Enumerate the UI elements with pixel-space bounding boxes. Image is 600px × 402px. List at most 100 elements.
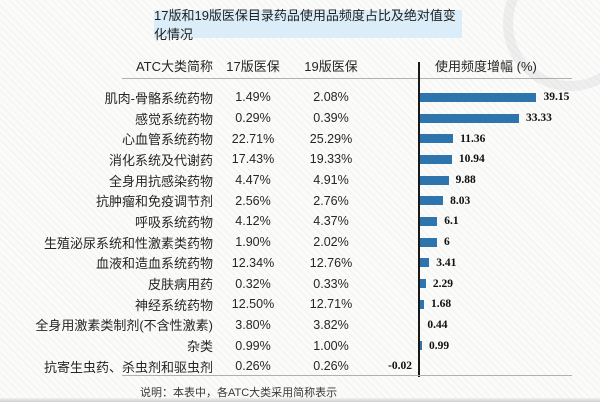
table-row: 血液和造血系统药物 12.34% 12.76% 3.41 — [0, 253, 600, 274]
table-body: 肌肉-骨骼系统药物 1.49% 2.08% 39.15 感觉系统药物 0.29% 0.39%… — [0, 87, 600, 377]
atc-category-label: 消化系统及代谢药 — [108, 152, 213, 168]
v19-value: 0.39% — [313, 111, 349, 126]
table-header-row: ATC大类简称 17版医保 19版医保 使用频度增幅 (%) — [0, 55, 600, 75]
v19-value: 12.76% — [309, 255, 353, 270]
bar-cell: 6 — [419, 232, 600, 253]
v19-value: 0.33% — [313, 276, 349, 291]
chart-title: 17版和19版医保目录药品使用品频度占比及绝对值变化情况 — [154, 8, 456, 42]
growth-bar — [419, 341, 422, 351]
v17-value: 17.43% — [231, 152, 275, 167]
v19-value: 19.33% — [309, 152, 353, 167]
bar-value-label: 10.94 — [458, 153, 485, 166]
v17-value: 3.80% — [235, 317, 271, 332]
bar-cell: 0.99 — [419, 335, 600, 356]
table-row: 肌肉-骨骼系统药物 1.49% 2.08% 39.15 — [0, 87, 600, 108]
atc-category-label: 血液和造血系统药物 — [95, 256, 213, 272]
v19-value: 2.08% — [313, 90, 349, 105]
v17-value: 22.71% — [231, 131, 275, 146]
bar-cell: 8.03 — [419, 190, 600, 211]
atc-category-label: 神经系统药物 — [134, 297, 213, 313]
v17-value: 12.34% — [231, 255, 275, 270]
growth-bar — [419, 299, 425, 309]
bar-cell: 3.41 — [419, 253, 600, 274]
v17-value: 2.56% — [235, 193, 271, 208]
table-row: 消化系统及代谢药 17.43% 19.33% 10.94 — [0, 149, 600, 170]
header-v17: 17版医保 — [226, 58, 280, 74]
atc-category-label: 肌肉-骨骼系统药物 — [104, 90, 213, 106]
table-row: 感觉系统药物 0.29% 0.39% 33.33 — [0, 108, 600, 129]
bar-value-label: 1.68 — [431, 298, 452, 311]
v19-value: 2.76% — [313, 193, 349, 208]
header-growth: 使用频度增幅 (%) — [435, 58, 537, 74]
bar-value-label: 6 — [444, 236, 450, 249]
v17-value: 1.49% — [235, 90, 271, 105]
bar-value-label: -0.02 — [388, 360, 412, 373]
bar-value-label: 39.15 — [543, 91, 570, 104]
atc-category-label: 抗寄生虫药、杀虫剂和驱虫剂 — [43, 359, 213, 375]
v19-value: 1.00% — [313, 338, 349, 353]
v17-value: 0.29% — [235, 111, 271, 126]
atc-category-label: 抗肿瘤和免疫调节剂 — [95, 194, 213, 210]
growth-bar — [419, 279, 426, 289]
watermark-stamp-icon — [503, 0, 600, 91]
bar-value-label: 11.36 — [460, 132, 486, 145]
growth-bar — [419, 196, 444, 206]
atc-category-label: 全身用抗感染药物 — [108, 173, 213, 189]
table-row: 抗肿瘤和免疫调节剂 2.56% 2.76% 8.03 — [0, 190, 600, 211]
v19-value: 4.91% — [313, 173, 349, 188]
header-v19: 19版医保 — [304, 58, 358, 74]
atc-category-label: 杂类 — [186, 339, 213, 355]
v19-value: 0.26% — [313, 359, 349, 374]
bar-value-label: 9.88 — [455, 174, 476, 187]
bar-cell: 11.36 — [419, 128, 600, 149]
table-row: 杂类 0.99% 1.00% 0.99 — [0, 335, 600, 356]
table-row: 抗寄生虫药、杀虫剂和驱虫剂 0.26% 0.26% -0.02 — [0, 356, 600, 377]
growth-bar — [419, 258, 430, 268]
atc-category-label: 生殖泌尿系统和性激素类药物 — [43, 235, 213, 251]
bar-cell: -0.02 — [388, 356, 600, 377]
footnote: 说明：本表中，各ATC大类采用简称表示 — [140, 387, 338, 399]
table-row: 全身用激素类制剂(不含性激素) 3.80% 3.82% 0.44 — [0, 315, 600, 336]
growth-bar — [419, 92, 537, 102]
table-row: 心血管系统药物 22.71% 25.29% 11.36 — [0, 128, 600, 149]
bar-value-label: 6.1 — [444, 215, 459, 228]
growth-bar — [419, 154, 452, 164]
bar-cell: 9.88 — [419, 170, 600, 191]
v17-value: 0.99% — [235, 338, 271, 353]
growth-bar — [419, 175, 449, 185]
table-bottom-divider-line — [122, 375, 572, 376]
v17-value: 4.47% — [235, 173, 271, 188]
atc-category-label: 呼吸系统药物 — [134, 214, 213, 230]
v19-value: 12.71% — [309, 297, 353, 312]
bar-value-label: 2.29 — [432, 277, 453, 290]
v17-value: 1.90% — [235, 235, 271, 250]
bar-cell: 10.94 — [419, 149, 600, 170]
growth-bar — [419, 113, 519, 123]
atc-category-label: 感觉系统药物 — [134, 111, 213, 127]
bar-value-label: 0.99 — [428, 339, 450, 352]
v17-value: 0.32% — [235, 276, 271, 291]
table-row: 呼吸系统药物 4.12% 4.37% 6.1 — [0, 211, 600, 232]
v17-value: 4.12% — [235, 214, 271, 229]
v19-value: 25.29% — [309, 131, 353, 146]
bar-value-label: 33.33 — [525, 112, 552, 125]
atc-category-label: 心血管系统药物 — [121, 132, 213, 148]
table-row: 全身用抗感染药物 4.47% 4.91% 9.88 — [0, 170, 600, 191]
bar-cell: 6.1 — [419, 211, 600, 232]
v17-value: 0.26% — [235, 359, 271, 374]
chart-axis-line — [418, 62, 420, 377]
table-row: 生殖泌尿系统和性激素类药物 1.90% 2.02% 6 — [0, 232, 600, 253]
chart-title-box: 17版和19版医保目录药品使用品频度占比及绝对值变化情况 — [154, 8, 462, 42]
growth-bar — [419, 216, 438, 226]
bar-cell: 33.33 — [419, 108, 600, 129]
growth-bar — [419, 134, 454, 144]
atc-category-label: 皮肤病用药 — [147, 277, 213, 293]
v17-value: 12.50% — [231, 297, 275, 312]
bar-value-label: 0.44 — [427, 318, 448, 331]
table-row: 皮肤病用药 0.32% 0.33% 2.29 — [0, 273, 600, 294]
v19-value: 2.02% — [313, 235, 349, 250]
atc-category-label: 全身用激素类制剂(不含性激素) — [35, 318, 213, 334]
v19-value: 3.82% — [313, 317, 349, 332]
bar-cell: 2.29 — [419, 273, 600, 294]
